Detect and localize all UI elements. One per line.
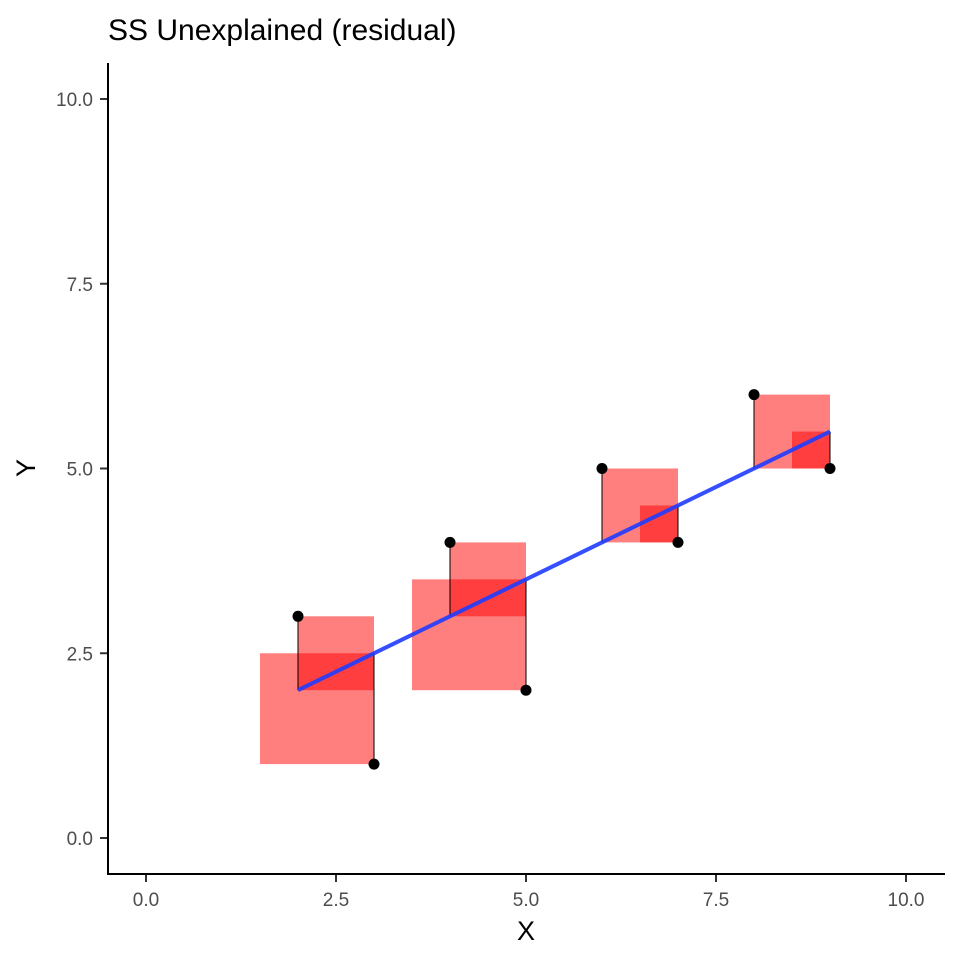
y-tick-label: 2.5 xyxy=(67,644,93,665)
y-tick-label: 0.0 xyxy=(67,829,93,850)
data-point xyxy=(520,684,532,696)
data-point xyxy=(672,536,684,548)
residual-square xyxy=(640,505,678,543)
data-point xyxy=(824,463,836,474)
x-axis-ticks: 0.0 2.5 5.0 7.5 10.0 xyxy=(133,875,925,911)
data-point xyxy=(444,536,456,548)
y-tick-label: 5.0 xyxy=(67,460,93,481)
regression-line xyxy=(297,429,831,692)
x-axis-title: X xyxy=(517,916,535,946)
y-tick-label: 10.0 xyxy=(56,90,93,111)
y-axis-title: Y xyxy=(11,459,41,477)
residual-squares xyxy=(260,394,830,765)
y-tick-label: 7.5 xyxy=(67,275,93,296)
residual-square xyxy=(260,653,374,765)
data-point xyxy=(368,758,380,770)
x-tick-label: 10.0 xyxy=(888,890,925,911)
chart-title: SS Unexplained (residual) xyxy=(108,14,457,47)
data-point xyxy=(748,389,760,401)
data-points xyxy=(292,389,836,770)
x-tick-label: 5.0 xyxy=(513,890,539,911)
data-point xyxy=(596,463,608,474)
residual-lines xyxy=(297,394,831,765)
data-point xyxy=(292,610,304,622)
y-axis-ticks: 0.0 2.5 5.0 7.5 10.0 xyxy=(56,90,107,850)
residual-square xyxy=(792,431,830,469)
x-tick-label: 0.0 xyxy=(133,890,159,911)
residual-square xyxy=(412,579,526,691)
x-tick-label: 7.5 xyxy=(703,890,729,911)
x-tick-label: 2.5 xyxy=(323,890,349,911)
